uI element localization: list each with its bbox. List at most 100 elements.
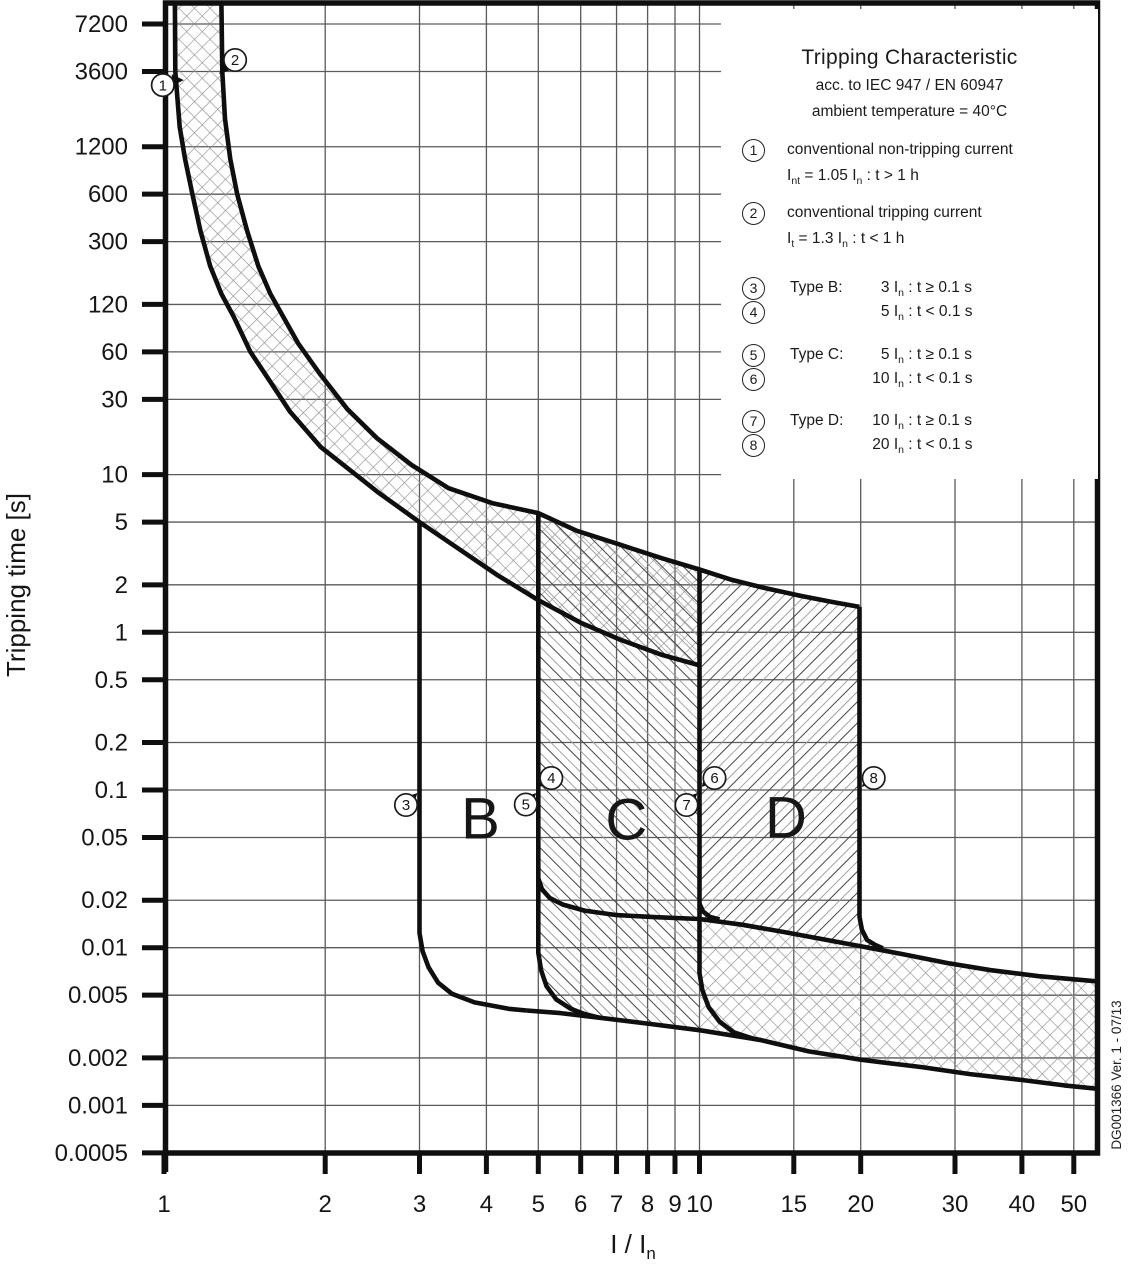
- curve-type-C-upper-limit-10In-elbow: [697, 902, 721, 922]
- legend-title: Tripping Characteristic: [801, 46, 1018, 69]
- marker-number-4: 4: [547, 770, 555, 787]
- legend-item-number-4: 4: [742, 301, 765, 324]
- y-tick-label-7200: 7200: [75, 11, 128, 38]
- formula-condition: : t < 0.1 s: [904, 303, 973, 320]
- marker-circle-7: [674, 792, 699, 818]
- legend-item-number-6: 6: [742, 368, 765, 391]
- formula-text: It = 1.3 In : t < 1 h: [787, 230, 905, 251]
- x-tick-label-9: 9: [668, 1191, 681, 1218]
- type-label: Type B:: [790, 279, 843, 296]
- y-tick-label-60: 60: [101, 339, 128, 366]
- x-tick-label-2: 2: [319, 1191, 332, 1218]
- legend-item-number-2: 2: [742, 202, 765, 225]
- marker-7: 7: [674, 792, 699, 818]
- x-tick-label-50: 50: [1060, 1191, 1087, 1218]
- legend-item-label: conventional tripping current: [787, 204, 982, 221]
- marker-1: 1: [150, 73, 184, 98]
- x-tick-label-40: 40: [1009, 1191, 1036, 1218]
- marker-number-6: 6: [710, 770, 718, 787]
- curve-type-B-upper-limit-5In-elbow: [536, 877, 700, 922]
- y-tick-label-0.2: 0.2: [95, 730, 128, 757]
- legend-item-3-row: Type B: 3 In : t ≥ 0.1 s: [790, 279, 1130, 299]
- x-tick-label-1: 1: [157, 1191, 170, 1218]
- formula-current: 5 In: [880, 303, 904, 324]
- plot-frame: [162, 0, 1101, 1156]
- curve-type-B-lower-limit-3In: [417, 522, 527, 1013]
- region-instantaneous-tolerance-band: [699, 919, 1097, 1089]
- formula-condition: : t ≥ 0.1 s: [904, 412, 972, 429]
- legend-item-number-8: 8: [742, 434, 765, 457]
- marker-number-8: 8: [870, 770, 878, 787]
- y-tick-label-10: 10: [101, 462, 128, 489]
- y-tick-label-0.5: 0.5: [95, 667, 128, 694]
- formula-condition: : t < 0.1 s: [904, 436, 973, 453]
- marker-number-1: 1: [159, 77, 167, 94]
- marker-arrow-1: [171, 74, 184, 86]
- x-tick-label-3: 3: [413, 1191, 426, 1218]
- y-tick-label-30: 30: [101, 386, 128, 413]
- y-tick-label-1: 1: [115, 619, 128, 646]
- y-tick-label-0.0005: 0.0005: [55, 1140, 128, 1167]
- legend-item-label: conventional non-tripping current: [787, 141, 1013, 158]
- marker-circle-4: [539, 765, 564, 791]
- region-letter-B: B: [461, 786, 500, 851]
- legend-item-5-row: Type C: 5 In : t ≥ 0.1 s: [790, 346, 1130, 366]
- x-tick-label-4: 4: [480, 1191, 493, 1218]
- formula-condition: : t ≥ 0.1 s: [904, 346, 972, 363]
- marker-circle-3: [393, 792, 419, 818]
- marker-number-5: 5: [522, 797, 530, 814]
- type-label: Type C:: [790, 346, 844, 363]
- marker-circle-6: [702, 765, 727, 791]
- legend-item-number-5: 5: [742, 344, 765, 367]
- x-tick-label-8: 8: [641, 1191, 654, 1218]
- legend-subtitle-temperature: ambient temperature = 40°C: [811, 103, 1008, 120]
- marker-circle-1: [150, 73, 175, 98]
- y-tick-label-5: 5: [115, 509, 128, 536]
- region-type-C-band: [538, 513, 700, 1031]
- y-tick-label-1200: 1200: [75, 134, 128, 161]
- curve-curve-1-conventional-non-tripping-1.05In: [172, 3, 699, 668]
- y-tick-label-300: 300: [88, 229, 128, 256]
- curve-upper-instantaneous-limit: [699, 916, 1097, 984]
- formula-current: 3 In: [880, 279, 904, 300]
- marker-number-2: 2: [231, 52, 239, 69]
- marker-6: 6: [701, 765, 727, 791]
- region-type-D-band: [699, 569, 883, 949]
- marker-5: 5: [513, 792, 538, 817]
- y-tick-label-3600: 3600: [75, 58, 128, 85]
- x-tick-label-15: 15: [780, 1191, 807, 1218]
- marker-circle-2: [223, 47, 248, 73]
- y-tick-label-0.02: 0.02: [81, 887, 128, 914]
- formula-current: 10 In: [872, 370, 904, 391]
- legend-panel: Tripping Characteristic acc. to IEC 947 …: [721, 9, 1098, 479]
- y-tick-label-0.05: 0.05: [81, 824, 128, 851]
- y-tick-label-0.002: 0.002: [68, 1045, 128, 1072]
- formula-condition: : t ≥ 0.1 s: [904, 279, 972, 296]
- curve-type-D-lower-limit-10In: [697, 569, 761, 1043]
- x-tick-label-20: 20: [847, 1191, 874, 1218]
- marker-number-3: 3: [402, 797, 410, 814]
- region-letter-D: D: [765, 785, 807, 850]
- x-tick-label-30: 30: [942, 1191, 969, 1218]
- marker-number-7: 7: [682, 797, 690, 814]
- marker-circle-5: [513, 792, 538, 817]
- curves: [172, 3, 1097, 1091]
- formula-current: 5 In: [880, 346, 904, 367]
- marker-3: 3: [393, 792, 419, 818]
- curve-curve-2-conventional-tripping-1.3In: [219, 3, 860, 610]
- curve-type-C-lower-limit-5In: [535, 513, 600, 1020]
- legend-item-number-3: 3: [742, 277, 765, 300]
- region-letter-C: C: [605, 787, 647, 852]
- marker-4: 4: [539, 765, 564, 791]
- curve-type-D-upper-limit-20In: [857, 606, 884, 951]
- marker-arrow-2: [219, 61, 232, 74]
- y-tick-label-0.001: 0.001: [68, 1092, 128, 1119]
- type-label: Type D:: [790, 412, 844, 429]
- y-tick-label-0.1: 0.1: [95, 777, 128, 804]
- x-tick-label-6: 6: [574, 1191, 587, 1218]
- legend-item-7-row: Type D: 10 In : t ≥ 0.1 s: [790, 412, 1130, 432]
- marker-8: 8: [861, 765, 886, 791]
- y-tick-label-2: 2: [115, 572, 128, 599]
- axis-ticks: 7200360012006003001206030105210.50.20.10…: [55, 11, 1088, 1218]
